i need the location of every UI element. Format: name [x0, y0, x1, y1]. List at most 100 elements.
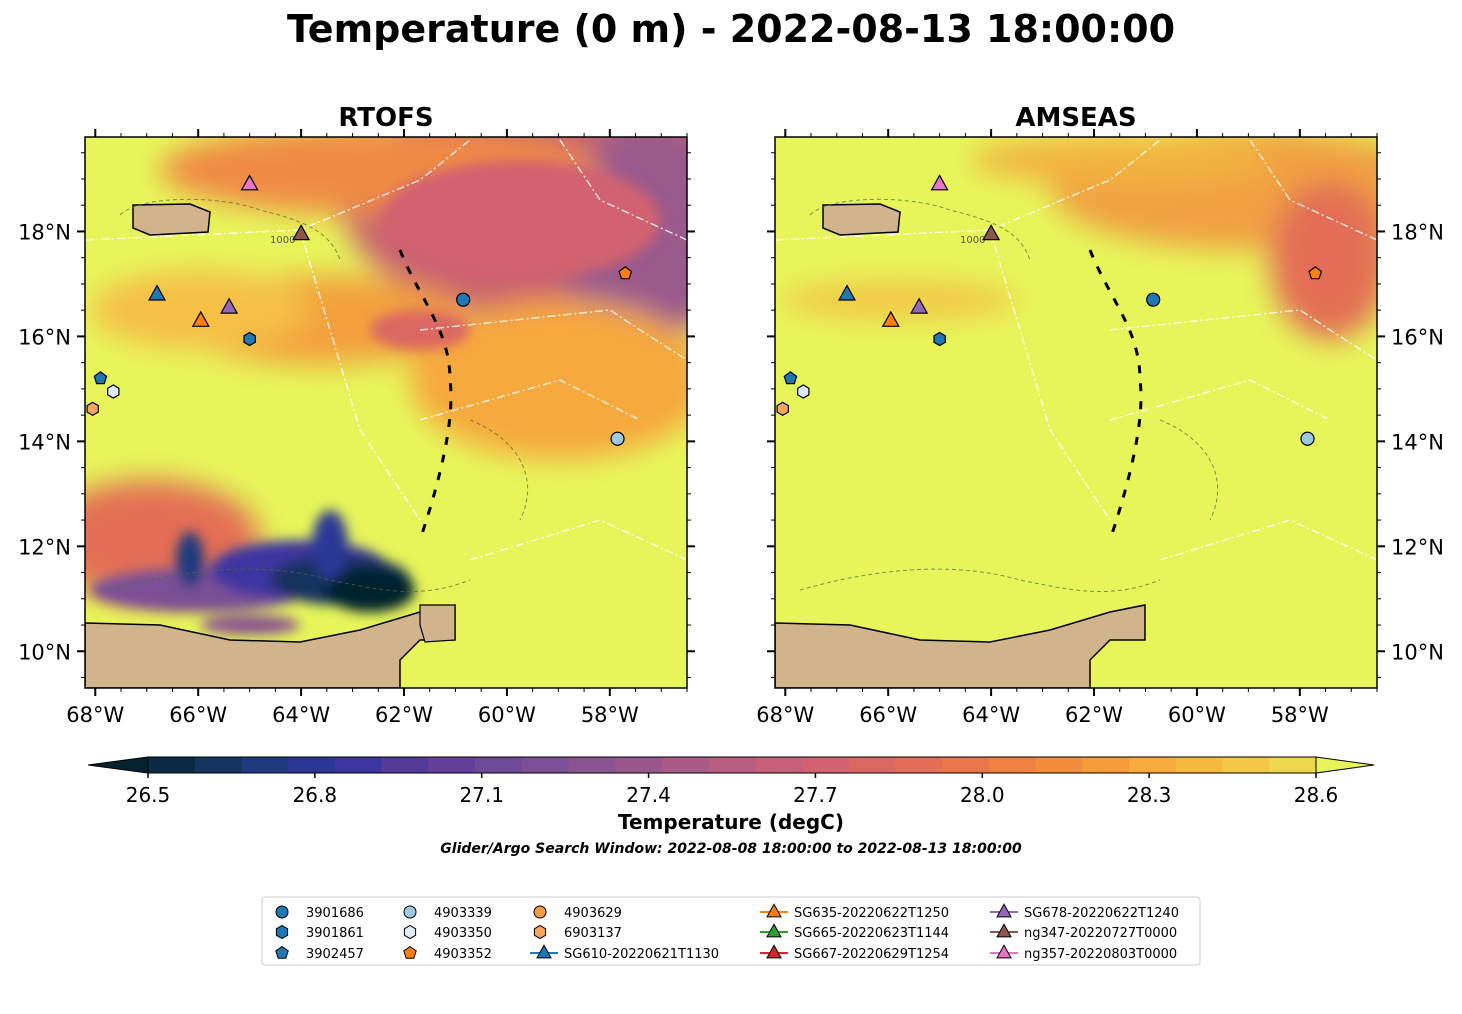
- marker-4903339: [610, 431, 625, 446]
- marker-3902457: [93, 371, 108, 385]
- colorbar-bin: [521, 757, 570, 773]
- colorbar-tick-label: 28.6: [1294, 783, 1339, 807]
- colorbar-bin: [1129, 757, 1177, 773]
- x-tick-label: 60°W: [1168, 703, 1226, 727]
- marker-3901861: [243, 331, 256, 347]
- marker-3901861: [933, 331, 946, 347]
- colorbar-bin: [475, 757, 523, 773]
- marker-SG610-20220621T1130: [837, 284, 857, 301]
- legend: 3901686 3901861 3902457 4903339 4903350 49033…: [261, 896, 1201, 966]
- legend-circle-swatch: [533, 905, 547, 919]
- legend-hexagon-swatch: [275, 924, 289, 940]
- legend-item: SG678-20220622T1240: [990, 903, 1179, 921]
- colorbar-bin: [381, 757, 429, 773]
- colorbar-tick-label: 26.8: [293, 783, 338, 807]
- marker-4903352: [1308, 266, 1323, 280]
- legend-label: 3901861: [306, 926, 364, 941]
- legend-triangle-swatch: [996, 903, 1012, 918]
- legend-label: SG610-20220621T1130: [564, 947, 719, 962]
- contour-label: 1000: [270, 235, 295, 246]
- x-tick-label: 62°W: [375, 703, 433, 727]
- legend-triangle-swatch: [536, 944, 552, 959]
- colorbar-tick-label: 27.1: [459, 783, 504, 807]
- colorbar-label: Temperature (degC): [618, 810, 844, 834]
- legend-label: SG635-20220622T1250: [794, 906, 949, 921]
- x-tick-label: 66°W: [859, 703, 917, 727]
- legend-item: 4903352: [403, 945, 492, 962]
- legend-circle-swatch: [275, 905, 289, 919]
- marker-3902457: [783, 371, 798, 385]
- colorbar-bin: [661, 757, 710, 773]
- x-tick-label: 58°W: [581, 703, 639, 727]
- legend-label: SG665-20220623T1144: [794, 926, 949, 941]
- legend-label: SG678-20220622T1240: [1024, 906, 1179, 921]
- legend-item: ng347-20220727T0000: [990, 923, 1177, 941]
- legend-label: SG667-20220629T1254: [794, 947, 949, 962]
- colorbar-bin: [1175, 757, 1224, 773]
- marker-6903137: [86, 401, 99, 416]
- legend-label: 4903352: [434, 947, 492, 962]
- legend-item: SG635-20220622T1250: [760, 903, 949, 921]
- colorbar-tick-label: 28.3: [1127, 783, 1172, 807]
- marker-ng347-20220727T0000: [292, 224, 311, 241]
- rtofs-temperature-field: 1000: [85, 137, 687, 688]
- legend-item: 3901861: [275, 924, 364, 941]
- legend-item: 6903137: [533, 924, 622, 941]
- colorbar-tick-label: 27.7: [793, 783, 838, 807]
- marker-ng347-20220727T0000: [982, 224, 1001, 241]
- marker-3901686: [1146, 292, 1161, 307]
- y-tick-label: 14°N: [18, 430, 71, 454]
- marker-ng357-20220803T0000: [240, 174, 259, 191]
- legend-item: 4903350: [403, 924, 492, 941]
- colorbar-bin: [1269, 757, 1317, 773]
- colorbar-bin: [988, 757, 1037, 773]
- colorbar-bin: [1082, 757, 1130, 773]
- colorbar-extend-low: [87, 756, 149, 774]
- legend-circle-swatch: [403, 905, 417, 919]
- legend-label: 3902457: [306, 947, 364, 962]
- legend-pentagon-swatch: [275, 945, 289, 959]
- legend-label: 6903137: [564, 926, 622, 941]
- figure-title: Temperature (0 m) - 2022-08-13 18:00:00: [287, 7, 1175, 51]
- colorbar-bin: [194, 757, 243, 773]
- marker-4903350: [797, 384, 810, 399]
- colorbar-tick-label: 28.0: [960, 783, 1005, 807]
- marker-4903352: [618, 266, 633, 280]
- colorbar-bin: [895, 757, 943, 773]
- marker-4903350: [107, 384, 120, 399]
- y-tick-label: 18°N: [1391, 220, 1444, 244]
- legend-label: 4903350: [434, 926, 492, 941]
- x-tick-label: 66°W: [169, 703, 227, 727]
- colorbar-bin: [1035, 757, 1083, 773]
- y-tick-label: 10°N: [18, 640, 71, 664]
- marker-SG678-20220622T1240: [220, 297, 239, 314]
- legend-label: 3901686: [306, 906, 364, 921]
- colorbar-extend-high: [1315, 756, 1375, 774]
- legend-item: SG610-20220621T1130: [530, 944, 719, 962]
- x-tick-label: 64°W: [272, 703, 330, 727]
- legend-item: 3901686: [275, 905, 364, 921]
- colorbar-bin: [615, 757, 663, 773]
- colorbar-bin: [288, 757, 336, 773]
- legend-label: ng347-20220727T0000: [1024, 926, 1177, 941]
- panel-title-amseas: AMSEAS: [1015, 103, 1136, 133]
- legend-item: ng357-20220803T0000: [990, 944, 1177, 962]
- x-tick-label: 62°W: [1065, 703, 1123, 727]
- marker-3901686: [456, 292, 471, 307]
- legend-label: 4903629: [564, 906, 622, 921]
- colorbar-bin: [568, 757, 616, 773]
- marker-4903339: [1300, 431, 1315, 446]
- marker-SG678-20220622T1240: [910, 297, 929, 314]
- marker-SG635-20220622T1250: [191, 310, 210, 327]
- y-tick-label: 12°N: [1391, 535, 1444, 559]
- colorbar-bin: [428, 757, 476, 773]
- colorbar-bin: [148, 757, 196, 773]
- x-tick-label: 64°W: [962, 703, 1020, 727]
- colorbar-tick-label: 27.4: [626, 783, 671, 807]
- colorbar-bin: [802, 757, 850, 773]
- legend-item: 4903339: [403, 905, 492, 921]
- y-tick-label: 16°N: [1391, 325, 1444, 349]
- legend-item: SG667-20220629T1254: [760, 944, 949, 962]
- x-tick-label: 68°W: [756, 703, 814, 727]
